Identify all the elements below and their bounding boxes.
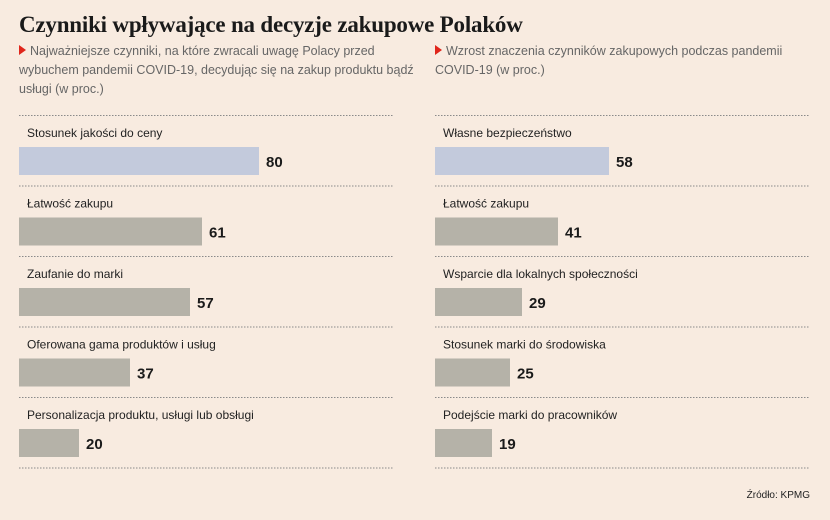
category-label: Oferowana gama produktów i usług bbox=[27, 338, 216, 352]
category-label: Wsparcie dla lokalnych społeczności bbox=[443, 267, 638, 281]
bar bbox=[19, 147, 259, 175]
source-note: Źródło: KPMG bbox=[746, 490, 810, 501]
bar bbox=[435, 147, 609, 175]
value-label: 19 bbox=[499, 436, 516, 453]
category-label: Podejście marki do pracowników bbox=[443, 408, 617, 422]
bar bbox=[19, 429, 79, 457]
value-label: 61 bbox=[209, 225, 226, 242]
value-label: 37 bbox=[137, 366, 154, 383]
chart-title: Czynniki wpływające na decyzje zakupowe … bbox=[19, 12, 523, 37]
bar bbox=[435, 288, 522, 316]
bar bbox=[19, 358, 130, 387]
left-bar-chart: Stosunek jakości do ceny 80 Łatwość zakupu… bbox=[19, 115, 394, 469]
left-chart-subtitle: Najważniejsze czynniki, na które zwracal… bbox=[19, 42, 414, 99]
red-triangle-icon bbox=[19, 45, 26, 55]
category-label: Własne bezpieczeństwo bbox=[443, 126, 572, 140]
value-label: 41 bbox=[565, 225, 582, 242]
value-label: 58 bbox=[616, 154, 633, 171]
value-label: 57 bbox=[197, 295, 214, 312]
value-label: 80 bbox=[266, 154, 283, 171]
bar bbox=[19, 217, 202, 246]
right-bar-chart: Własne bezpieczeństwo 58 Łatwość zakupu 41 W… bbox=[435, 115, 810, 469]
right-bar-chart-svg: Własne bezpieczeństwo 58 Łatwość zakupu 41 W… bbox=[435, 115, 810, 469]
red-triangle-icon bbox=[435, 45, 442, 55]
value-label: 25 bbox=[517, 366, 534, 383]
bar bbox=[435, 358, 510, 387]
value-label: 29 bbox=[529, 295, 546, 312]
category-label: Zaufanie do marki bbox=[27, 267, 123, 281]
category-label: Łatwość zakupu bbox=[27, 197, 113, 211]
right-subtitle-text: Wzrost znaczenia czynników zakupowych po… bbox=[435, 44, 783, 77]
category-label: Łatwość zakupu bbox=[443, 197, 529, 211]
left-subtitle-text: Najważniejsze czynniki, na które zwracal… bbox=[19, 44, 414, 96]
category-label: Stosunek marki do środowiska bbox=[443, 338, 606, 352]
right-chart-subtitle: Wzrost znaczenia czynników zakupowych po… bbox=[435, 42, 795, 80]
category-label: Stosunek jakości do ceny bbox=[27, 126, 162, 140]
bar bbox=[435, 217, 558, 246]
bar bbox=[19, 288, 190, 316]
value-label: 20 bbox=[86, 436, 103, 453]
category-label: Personalizacja produktu, usługi lub obsł… bbox=[27, 408, 254, 422]
left-bar-chart-svg: Stosunek jakości do ceny 80 Łatwość zakupu… bbox=[19, 115, 394, 469]
bar bbox=[435, 429, 492, 457]
